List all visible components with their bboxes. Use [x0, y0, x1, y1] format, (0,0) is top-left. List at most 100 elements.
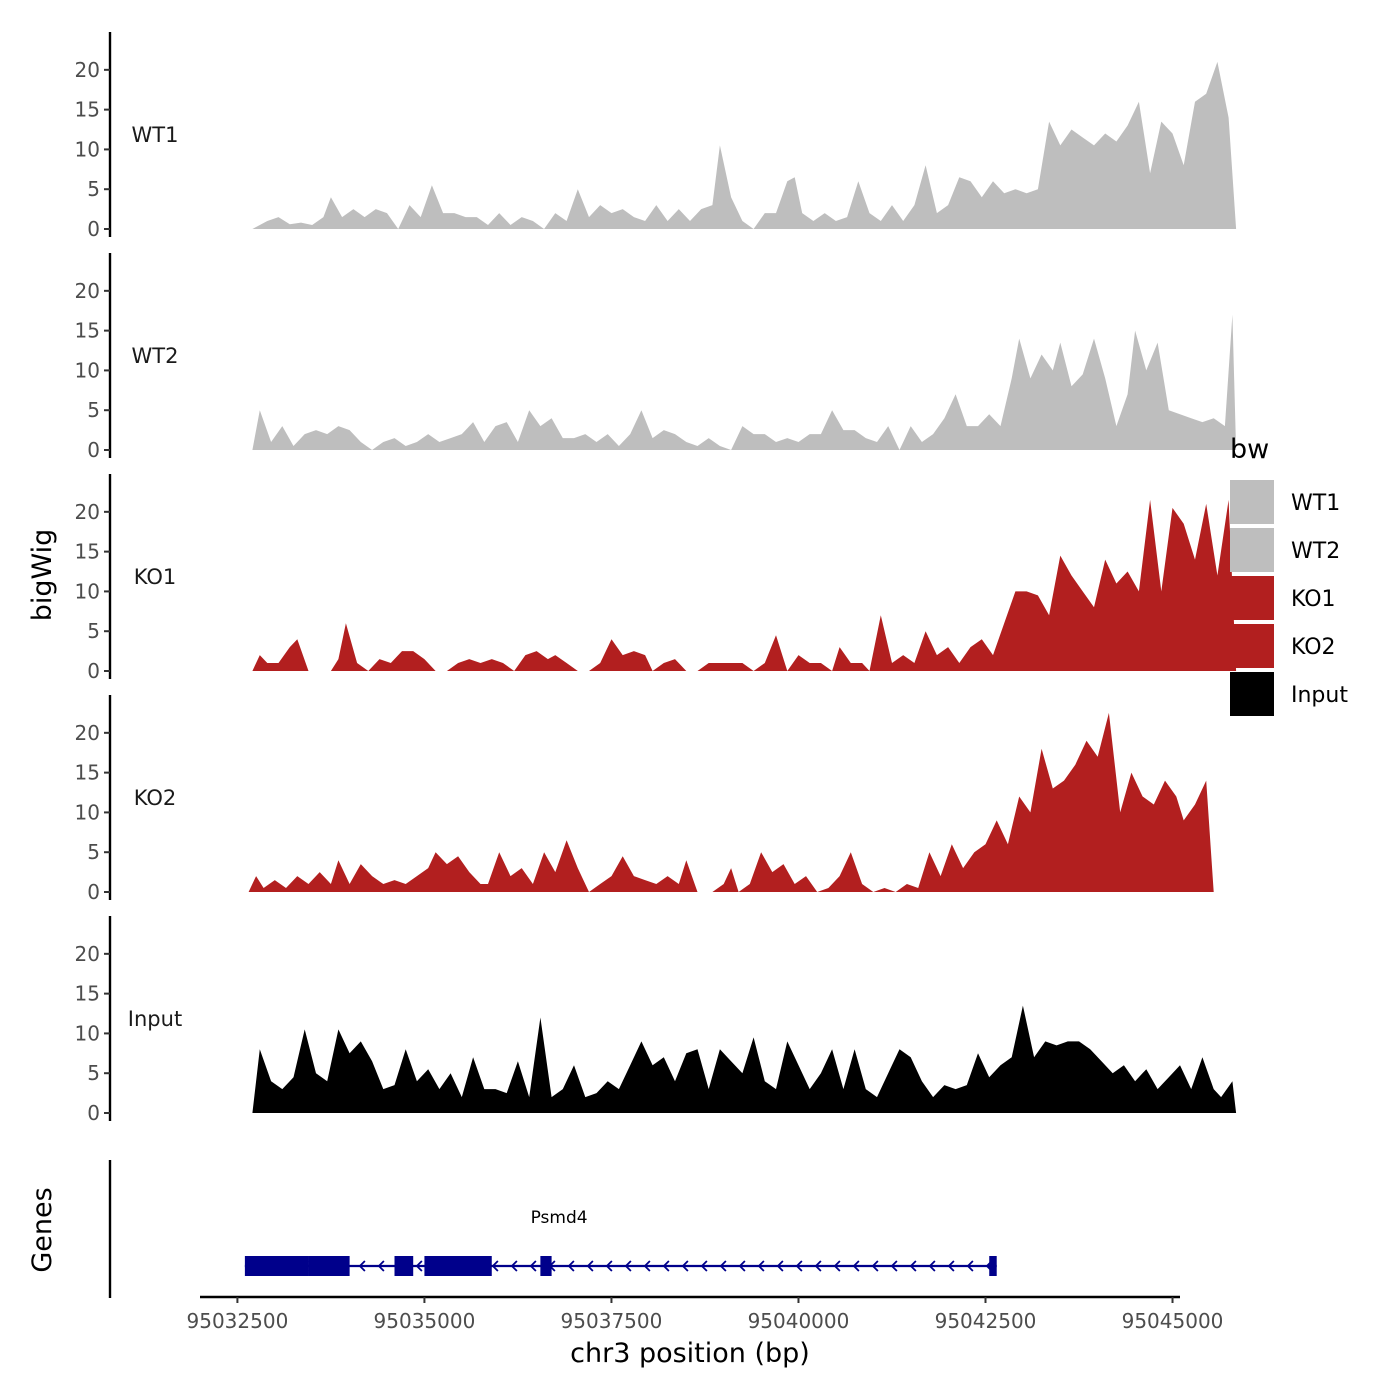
track-panel-wt2: 0 5 10 15 20 WT2 [75, 253, 1237, 462]
track-label-wt2: WT2 [132, 344, 179, 368]
strand-arrow [510, 1260, 518, 1272]
gene-name-label: Psmd4 [531, 1208, 588, 1228]
legend: bw WT1 WT2 KO1 KO2 Input [1230, 434, 1348, 716]
legend-label-ko2: KO2 [1291, 635, 1336, 660]
strand-arrow [415, 1260, 423, 1272]
x-tick-label: 95042500 [935, 1309, 1037, 1333]
y-tick-label: 20 [75, 942, 100, 966]
gene-exon [308, 1256, 350, 1276]
strand-arrow [738, 1260, 746, 1272]
area-series-wt2 [252, 314, 1237, 450]
y-tick-label: 10 [75, 137, 100, 161]
x-tick-label: 95032500 [187, 1309, 289, 1333]
track-panel-ko1: 0 5 10 15 20 KO1 [75, 474, 1237, 683]
y-tick-label: 15 [75, 319, 100, 343]
strand-arrow [358, 1260, 366, 1272]
y-tick-label: 20 [75, 58, 100, 82]
gene-exon [394, 1256, 414, 1276]
y-tick-label: 10 [75, 800, 100, 824]
strand-arrow [776, 1260, 784, 1272]
strand-arrow [871, 1260, 879, 1272]
strand-arrow [852, 1260, 860, 1272]
strand-arrow [947, 1260, 955, 1272]
area-series-wt1 [252, 61, 1237, 230]
y-tick-label: 5 [87, 398, 100, 422]
y-tick-label: 0 [87, 438, 100, 462]
track-label-input: Input [128, 1007, 182, 1031]
legend-swatch-ko1 [1230, 576, 1274, 620]
strand-arrow [890, 1260, 898, 1272]
track-panel-input: 0 5 10 15 20 Input [75, 916, 1237, 1125]
area-series-input [252, 1005, 1237, 1113]
y-tick-label: 0 [87, 217, 100, 241]
legend-swatch-ko2 [1230, 624, 1274, 668]
strand-arrow [605, 1260, 613, 1272]
legend-swatch-wt1 [1230, 480, 1274, 524]
track-label-ko1: KO1 [134, 565, 177, 589]
y-tick-label: 0 [87, 659, 100, 683]
track-panel-wt1: 0 5 10 15 20 WT1 [75, 32, 1237, 241]
legend-label-input: Input [1291, 683, 1348, 708]
legend-title: bw [1230, 434, 1269, 465]
strand-arrow [928, 1260, 936, 1272]
legend-label-wt2: WT2 [1291, 539, 1340, 564]
y-tick-label: 20 [75, 279, 100, 303]
strand-arrow [966, 1260, 974, 1272]
legend-swatch-wt2 [1230, 528, 1274, 572]
area-series-ko1 [252, 499, 1237, 671]
y-tick-label: 5 [87, 1061, 100, 1085]
gene-track: Psmd4 [108, 1160, 997, 1298]
y-tick-label: 15 [75, 761, 100, 785]
strand-arrow [567, 1260, 575, 1272]
strand-arrow [757, 1260, 765, 1272]
y-tick-label: 20 [75, 721, 100, 745]
strand-arrow [681, 1260, 689, 1272]
track-panel-ko2: 0 5 10 15 20 KO2 [75, 695, 1214, 904]
x-tick-label: 95045000 [1122, 1309, 1224, 1333]
y-tick-label: 10 [75, 358, 100, 382]
gene-exon [989, 1256, 997, 1276]
strand-arrow [491, 1260, 499, 1272]
x-tick-label: 95040000 [748, 1309, 850, 1333]
x-axis-title: chr3 position (bp) [570, 1338, 810, 1369]
strand-arrow [624, 1260, 632, 1272]
strand-arrow [833, 1260, 841, 1272]
legend-label-wt1: WT1 [1291, 491, 1340, 516]
y-tick-label: 15 [75, 98, 100, 122]
track-label-ko2: KO2 [134, 786, 177, 810]
gene-exon [244, 1256, 309, 1276]
strand-arrow [719, 1260, 727, 1272]
y-tick-label: 5 [87, 840, 100, 864]
track-panels: 0 5 10 15 20 WT1 0 5 10 15 20 WT2 0 5 10 15 20 KO1 0 5 10 15 2… [75, 32, 1237, 1125]
x-tick-label: 95035000 [374, 1309, 476, 1333]
gene-exon [540, 1256, 552, 1276]
strand-arrow [643, 1260, 651, 1272]
y-axis-title: bigWig [27, 529, 58, 622]
y-tick-label: 0 [87, 1101, 100, 1125]
area-series-ko2 [248, 712, 1214, 892]
strand-arrow [795, 1260, 803, 1272]
x-tick-label: 95037500 [561, 1309, 663, 1333]
x-axis: 95032500 95035000 95037500 95040000 95042500… [187, 1295, 1224, 1333]
strand-arrow [377, 1260, 385, 1272]
strand-arrow [814, 1260, 822, 1272]
y-tick-label: 20 [75, 500, 100, 524]
legend-label-ko1: KO1 [1291, 587, 1336, 612]
y-tick-label: 0 [87, 880, 100, 904]
y-tick-label: 10 [75, 1021, 100, 1045]
y-tick-label: 10 [75, 579, 100, 603]
strand-arrow [662, 1260, 670, 1272]
genes-axis-title: Genes [27, 1187, 58, 1272]
strand-arrow [909, 1260, 917, 1272]
y-tick-label: 5 [87, 177, 100, 201]
legend-swatch-input [1230, 672, 1274, 716]
y-tick-label: 5 [87, 619, 100, 643]
strand-arrow [700, 1260, 708, 1272]
track-label-wt1: WT1 [132, 123, 179, 147]
y-tick-label: 15 [75, 982, 100, 1006]
strand-arrow [529, 1260, 537, 1272]
strand-arrow [586, 1260, 594, 1272]
gene-exon [424, 1256, 492, 1276]
y-tick-label: 15 [75, 540, 100, 564]
